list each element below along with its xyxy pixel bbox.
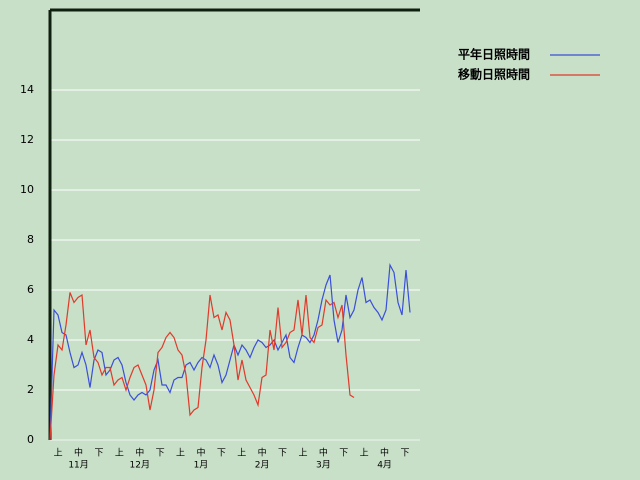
x-tick-label: 中: [135, 447, 144, 459]
month-label: 1月: [194, 460, 209, 471]
x-tick-label: 上: [298, 448, 307, 459]
x-tick-label: 下: [217, 449, 226, 459]
x-tick-label: 中: [380, 447, 389, 459]
y-tick-label: 12: [20, 133, 34, 146]
x-tick-label: 中: [319, 447, 328, 459]
legend-label: 平年日照時間: [458, 47, 530, 62]
x-tick-label: 下: [339, 449, 348, 459]
x-tick-label: 上: [176, 448, 185, 459]
x-tick-label: 中: [74, 447, 83, 459]
y-tick-label: 14: [20, 83, 34, 96]
series-line: [49, 292, 355, 441]
y-tick-label: 6: [27, 283, 34, 296]
x-tick-label: 下: [94, 449, 103, 459]
month-label: 11月: [68, 460, 88, 471]
y-tick-label: 4: [27, 333, 34, 346]
x-tick-label: 下: [278, 449, 287, 459]
x-tick-label: 上: [115, 448, 124, 459]
month-label: 2月: [255, 460, 270, 471]
month-label: 3月: [316, 460, 331, 471]
x-tick-label: 中: [196, 447, 205, 459]
x-tick-label: 下: [156, 449, 165, 459]
x-tick-label: 上: [237, 448, 246, 459]
y-tick-label: 8: [27, 233, 34, 246]
y-tick-label: 10: [20, 183, 34, 196]
y-tick-label: 0: [27, 433, 34, 446]
month-label: 4月: [377, 460, 392, 471]
series-line: [49, 262, 411, 441]
x-tick-label: 上: [54, 448, 63, 459]
x-tick-label: 上: [360, 448, 369, 459]
x-tick-label: 下: [400, 449, 409, 459]
y-tick-label: 2: [27, 383, 34, 396]
month-label: 12月: [130, 460, 150, 471]
legend-label: 移動日照時間: [458, 67, 530, 82]
x-tick-label: 中: [258, 447, 267, 459]
